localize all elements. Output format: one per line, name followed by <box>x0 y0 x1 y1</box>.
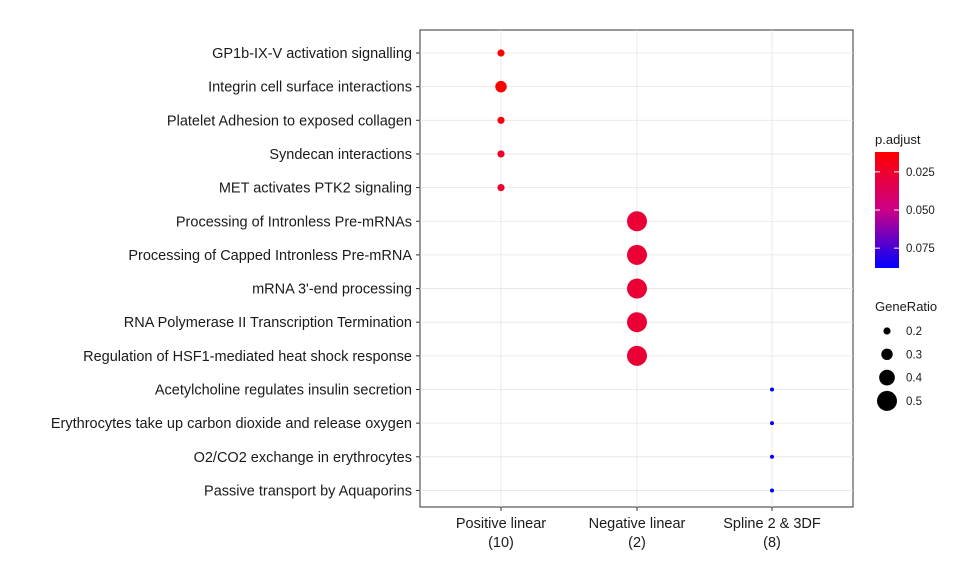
color-legend-tick-label: 0.050 <box>906 205 935 217</box>
y-tick-label: Integrin cell surface interactions <box>208 80 412 96</box>
size-legend-label: 0.4 <box>906 373 923 385</box>
y-tick-label: RNA Polymerase II Transcription Terminat… <box>124 315 412 331</box>
y-tick-label: MET activates PTK2 signaling <box>219 181 412 197</box>
x-tick-label: Spline 2 & 3DF <box>723 516 821 532</box>
data-point <box>627 211 647 231</box>
color-legend-tick-label: 0.025 <box>906 167 935 179</box>
y-tick-label: O2/CO2 exchange in erythrocytes <box>194 450 412 466</box>
y-tick-label: Acetylcholine regulates insulin secretio… <box>155 383 412 399</box>
y-tick-label: Erythrocytes take up carbon dioxide and … <box>51 416 412 432</box>
size-legend-title: GeneRatio <box>875 299 937 314</box>
x-tick-count: (2) <box>628 535 646 551</box>
data-point <box>627 279 647 299</box>
data-point <box>497 184 504 191</box>
size-legend-label: 0.2 <box>906 326 922 338</box>
size-legend-dot <box>881 349 892 360</box>
size-legend-label: 0.3 <box>906 349 922 361</box>
data-point <box>770 388 774 392</box>
y-tick-label: Regulation of HSF1-mediated heat shock r… <box>83 349 412 365</box>
data-point <box>627 245 647 265</box>
y-tick-label: Processing of Capped Intronless Pre-mRNA <box>128 248 412 264</box>
data-point <box>770 421 774 425</box>
y-tick-label: Syndecan interactions <box>269 147 412 163</box>
data-point <box>497 49 504 56</box>
data-point <box>497 150 504 157</box>
data-point <box>627 346 647 366</box>
y-tick-label: Passive transport by Aquaporins <box>204 483 412 499</box>
color-legend-tick-label: 0.075 <box>906 243 935 255</box>
x-tick-count: (10) <box>488 535 514 551</box>
data-point <box>627 312 647 332</box>
x-tick-label: Negative linear <box>589 516 686 532</box>
x-tick-label: Positive linear <box>456 516 546 532</box>
y-tick-label: mRNA 3'-end processing <box>252 282 412 298</box>
data-point <box>770 488 774 492</box>
y-tick-label: Processing of Intronless Pre-mRNAs <box>176 214 412 230</box>
y-tick-label: GP1b-IX-V activation signalling <box>212 46 412 62</box>
plot-panel <box>420 30 853 507</box>
size-legend-label: 0.5 <box>906 396 922 408</box>
data-point <box>495 81 506 92</box>
data-point <box>770 455 774 459</box>
size-legend-dot <box>877 391 897 411</box>
x-tick-count: (8) <box>763 535 781 551</box>
size-legend-dot <box>883 327 890 334</box>
color-legend-title: p.adjust <box>875 132 921 147</box>
data-point <box>497 117 504 124</box>
size-legend-dot <box>879 370 895 386</box>
y-tick-label: Platelet Adhesion to exposed collagen <box>167 113 412 129</box>
